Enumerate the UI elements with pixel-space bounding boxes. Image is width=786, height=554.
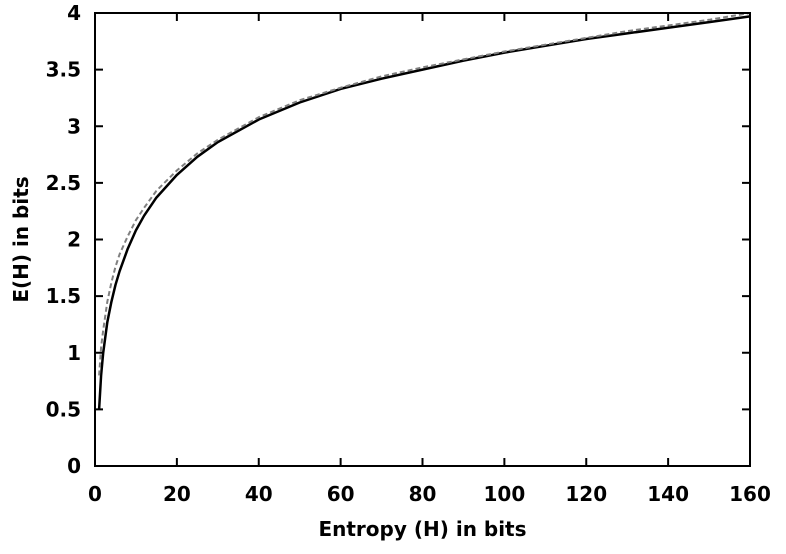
- plot-frame: [94, 12, 751, 467]
- solid-series-line: [97, 15, 751, 410]
- y-tick-label: 0.5: [46, 397, 81, 421]
- tick-labels: 0 20 40 60 80 100 120 140 160 0 0.5 1 1.5 2 2.5 3 3.5 4: [46, 1, 771, 506]
- y-tick-label: 3: [67, 114, 81, 138]
- x-tick-label: 40: [245, 482, 273, 506]
- x-tick-label: 80: [409, 482, 437, 506]
- y-tick-label: 1: [67, 341, 81, 365]
- tick-marks: [94, 12, 751, 467]
- x-tick-label: 0: [88, 482, 102, 506]
- x-tick-label: 160: [729, 482, 771, 506]
- y-tick-label: 1.5: [46, 284, 81, 308]
- y-tick-label: 0: [67, 454, 81, 478]
- x-tick-label: 120: [565, 482, 607, 506]
- x-tick-label: 100: [484, 482, 526, 506]
- y-tick-label: 2.5: [46, 171, 81, 195]
- y-tick-label: 2: [67, 228, 81, 252]
- x-tick-label: 60: [327, 482, 355, 506]
- y-tick-label: 3.5: [46, 58, 81, 82]
- x-tick-label: 140: [647, 482, 689, 506]
- y-tick-label: 4: [67, 1, 81, 25]
- x-axis-title: Entropy (H) in bits: [318, 517, 526, 541]
- plot-series: [97, 12, 751, 410]
- x-tick-label: 20: [163, 482, 191, 506]
- dashed-series-line: [98, 12, 751, 376]
- y-axis-title: E(H) in bits: [9, 176, 33, 302]
